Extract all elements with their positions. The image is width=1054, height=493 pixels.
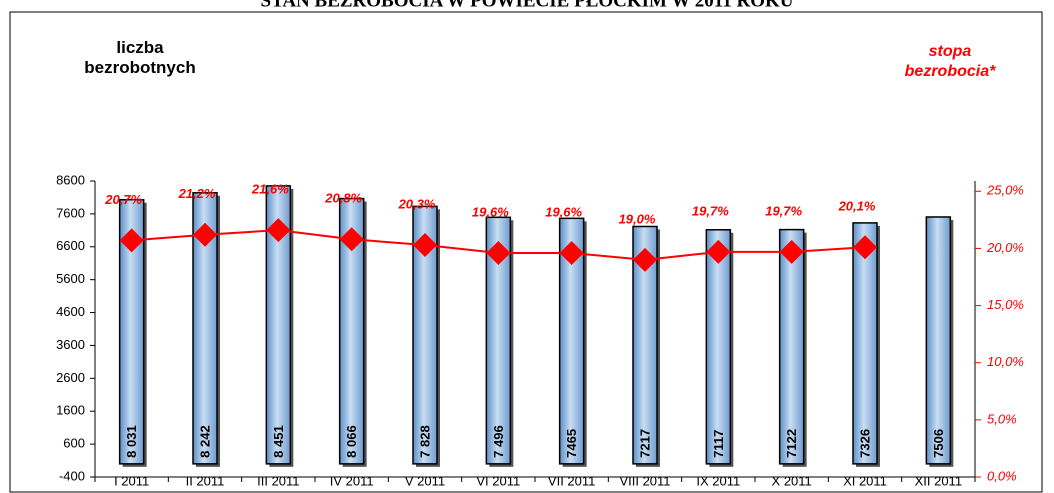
y-tick-label: 2600 xyxy=(56,370,85,385)
bar-value-label: 8 066 xyxy=(344,425,359,458)
line-marker xyxy=(193,222,217,247)
y2-tick-label: 10,0% xyxy=(987,354,1024,369)
bar-value-label: 7 496 xyxy=(491,425,506,458)
line-value-label: 20,1% xyxy=(838,199,876,214)
y-axis-label: liczba bezrobotnych xyxy=(84,38,196,77)
x-tick-label: V 2011 xyxy=(405,473,445,488)
y2-tick-label: 0,0% xyxy=(987,468,1017,483)
bar-value-label: 7117 xyxy=(711,430,726,458)
x-tick-label: III 2011 xyxy=(257,473,299,488)
x-tick-label: IV 2011 xyxy=(330,473,374,488)
x-tick-label: VI 2011 xyxy=(476,473,520,488)
x-tick-label: XII 2011 xyxy=(915,473,962,488)
line-value-label: 19,6% xyxy=(472,204,509,219)
line-value-label: 20,8% xyxy=(324,191,362,206)
y-tick-label: 7600 xyxy=(56,205,85,220)
bar-value-label: 7326 xyxy=(857,429,872,458)
line-marker xyxy=(266,218,291,243)
bar-value-label: 7506 xyxy=(931,429,946,458)
bar-value-label: 8 451 xyxy=(271,425,286,458)
chart-title: STAN BEZROBOCIA W POWIECIE PŁOCKIM W 201… xyxy=(261,0,794,11)
line-value-label: 20,3% xyxy=(398,196,436,211)
x-tick-label: VII 2011 xyxy=(548,473,595,488)
line-value-label: 20,7% xyxy=(104,192,142,207)
x-tick-label: II 2011 xyxy=(186,473,225,488)
bar xyxy=(705,229,732,465)
line-marker xyxy=(706,239,731,264)
bar-value-label: 7122 xyxy=(784,429,799,458)
line-value-label: 21,6% xyxy=(251,182,289,197)
bar-value-label: 7217 xyxy=(637,429,652,458)
bar-value-label: 7465 xyxy=(564,429,579,458)
x-tick-label: IX 2011 xyxy=(696,473,740,488)
bar-value-label: 8 031 xyxy=(124,425,139,458)
y-tick-label: 8600 xyxy=(56,172,85,187)
line-value-label: 19,0% xyxy=(619,211,656,226)
y2-axis-label: stopa bezrobocia* xyxy=(904,43,996,80)
y2-tick-label: 25,0% xyxy=(986,183,1024,198)
line-value-label: 19,7% xyxy=(765,203,802,218)
bar-value-label: 7 828 xyxy=(417,425,432,458)
line-marker xyxy=(486,241,511,265)
bar xyxy=(925,216,952,465)
x-tick-label: XI 2011 xyxy=(843,473,887,488)
line-marker xyxy=(559,241,584,265)
line-value-label: 19,6% xyxy=(545,204,582,219)
line-marker xyxy=(413,233,437,257)
y2-tick-label: 5,0% xyxy=(987,411,1017,426)
y-tick-label: 600 xyxy=(63,436,85,451)
chart-border xyxy=(9,11,1043,493)
y2-tick-label: 20,0% xyxy=(986,240,1024,255)
bar xyxy=(852,222,878,465)
line-marker xyxy=(633,247,657,272)
y-tick-label: 5600 xyxy=(56,271,85,286)
bar xyxy=(778,228,805,465)
x-tick-label: X 2011 xyxy=(772,473,812,488)
line-marker xyxy=(853,235,877,260)
line-marker xyxy=(119,228,144,253)
line-marker xyxy=(339,227,364,252)
y-tick-label: 1600 xyxy=(56,403,85,418)
y-tick-label: 3600 xyxy=(56,337,85,352)
y2-tick-label: 15,0% xyxy=(987,297,1024,312)
y-tick-label: -400 xyxy=(59,468,85,483)
y-tick-label: 6600 xyxy=(56,238,85,253)
x-tick-label: VIII 2011 xyxy=(619,473,670,488)
x-tick-label: I 2011 xyxy=(114,473,149,488)
y-tick-label: 4600 xyxy=(56,304,85,319)
line-value-label: 21,2% xyxy=(178,186,216,201)
bar-value-label: 8 242 xyxy=(197,425,212,458)
line-marker xyxy=(779,239,804,264)
line-value-label: 19,7% xyxy=(692,203,729,218)
